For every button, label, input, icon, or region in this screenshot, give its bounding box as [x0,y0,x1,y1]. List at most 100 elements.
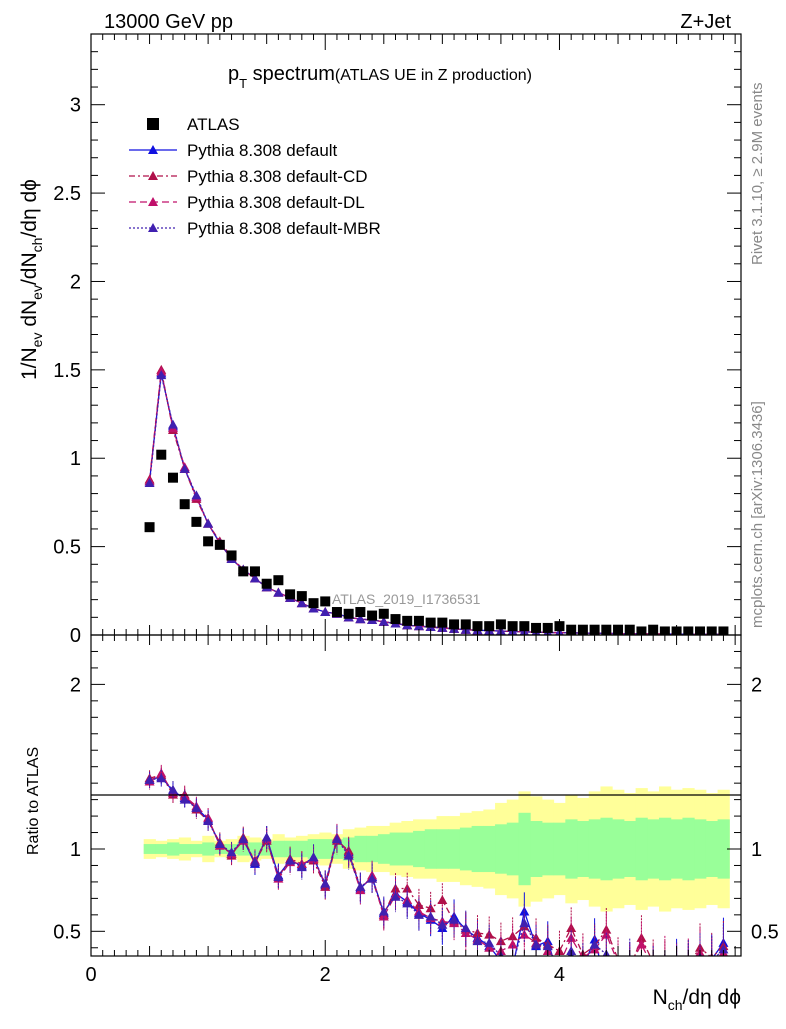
ratio-point-mbr [285,855,296,865]
atlas-data-point [308,598,319,609]
ratio-y-tick-label-right: 0.5 [751,921,779,943]
ratio-point-mbr [378,906,389,916]
green-band-bin [600,817,613,881]
ratio-point-cd [660,959,670,968]
green-band-bin [272,840,285,858]
ratio-point-default [601,979,611,988]
ratio-y-tick-label-right: 2 [751,674,762,696]
main-point-mbr [249,573,260,583]
main-point-mbr [203,518,214,528]
ratio-point-cd [437,895,448,905]
ratio-point-mbr [203,816,214,826]
green-band-bin [319,839,332,859]
atlas-data-point [367,610,378,621]
ratio-y-tick-label: 1 [70,839,81,861]
ratio-point-dl [636,939,647,949]
atlas-data-point [507,621,518,632]
ratio-point-dl [613,958,623,967]
ratio-point-mbr [320,878,331,888]
ratio-point-default [660,972,670,981]
atlas-data-point [542,622,553,633]
main-y-tick-label: 2 [70,271,81,293]
atlas-data-point [167,472,178,483]
green-band-bin [518,812,531,886]
green-band-bin [623,821,637,877]
plot-title-rest: spectrum [247,63,335,85]
main-y-tick-label: 1.5 [53,360,81,382]
ratio-point-dl [683,958,693,967]
ratio-point-mbr [179,794,190,804]
ratio-point-mbr [402,898,413,908]
green-band-bin [705,821,719,877]
main-point-mbr [167,419,178,429]
legend-label: ATLAS [187,115,240,134]
atlas-data-point [320,596,331,607]
atlas-data-point [413,615,424,626]
ratio-point-dl [507,939,518,949]
atlas-data-point [355,607,366,618]
ratio-point-mbr [343,850,354,860]
green-band-bin [647,819,660,879]
green-band-bin [659,817,672,881]
green-band-bin [249,842,262,856]
ratio-point-mbr [672,961,682,970]
green-band-bin [202,842,215,856]
ratio-point-cd [625,964,635,973]
green-band-bin [530,821,543,877]
ratio-point-mbr [308,852,319,862]
rivet-label: Rivet 3.1.10, ≥ 2.9M events [749,83,766,266]
ratio-point-mbr [425,911,436,921]
atlas-data-point [214,539,225,550]
analysis-tag: ATLAS_2019_I1736531 [332,591,481,607]
ratio-point-cd [648,958,658,967]
green-band-bin [670,819,683,879]
atlas-data-point [519,621,530,632]
green-band-bin [577,821,590,877]
ratio-y-tick-label: 0.5 [53,921,81,943]
green-band-bin [295,840,309,858]
ratio-point-default [625,959,635,968]
atlas-data-point [472,621,483,632]
atlas-data-point [285,589,296,600]
green-band-bin [155,844,168,854]
ratio-point-mbr [636,972,646,981]
ratio-point-mbr [484,937,495,947]
ratio-point-mbr [367,873,378,883]
ratio-point-mbr [660,969,670,978]
atlas-data-point [273,575,284,586]
green-band-bin [413,830,426,868]
axes-ticks: 00.511.522.530 2 40.5 0.51 12 2 [53,33,779,986]
green-band-bin [635,817,648,881]
green-band-bin [553,822,566,876]
atlas-data-point [156,449,167,460]
main-point-mbr [179,463,190,473]
ratio-point-mbr [214,839,225,849]
ratio-point-mbr [711,955,712,956]
legend-label: Pythia 8.308 default-DL [187,193,365,212]
main-y-tick-label: 2.5 [53,183,81,205]
ratio-point-default [648,967,658,976]
ratio-point-mbr [296,862,307,872]
ratio-point-default [683,963,693,972]
green-band-bin [565,819,578,879]
main-point-mbr [273,587,284,597]
ratio-point-mbr [472,936,483,946]
ratio-point-dl [156,768,167,778]
ratio-point-mbr [449,914,460,924]
legend: ATLAS Pythia 8.308 default Pythia 8.308 de… [129,115,381,238]
main-point-mbr [191,490,202,500]
ratio-point-default [508,963,518,972]
atlas-data-point [203,536,214,547]
green-band-bin [401,832,414,866]
atlas-data-point [437,617,448,628]
atlas-data-point [531,622,542,633]
atlas-data-point [390,614,401,625]
ratio-point-cd [672,966,682,975]
ratio-point-mbr [629,955,630,956]
ratio-y-tick-label-right: 1 [751,839,762,861]
ratio-point-mbr [331,834,342,844]
ratio-point-mbr [508,959,518,968]
ratio-point-default [500,955,501,956]
green-band-bin [459,827,473,871]
ratio-point-default [613,972,623,981]
